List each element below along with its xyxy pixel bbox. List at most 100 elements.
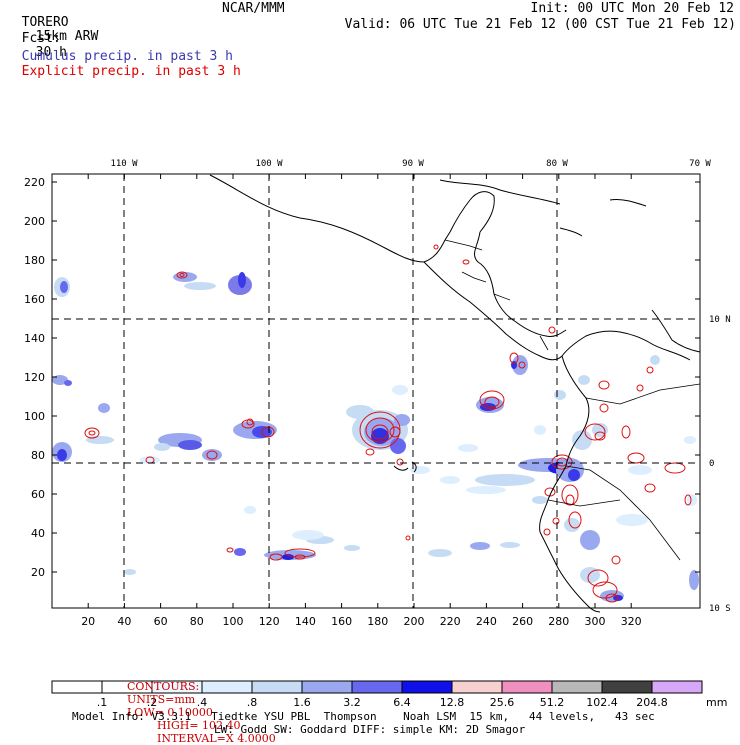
coastline-ecuador-peru: [539, 465, 601, 613]
precip-cell: [124, 569, 136, 575]
precip-cell: [60, 281, 68, 293]
x-tick-label: 160: [331, 615, 352, 628]
center-name: NCAR/MMM: [222, 1, 285, 16]
precip-cell: [628, 465, 652, 475]
precip-cell: [410, 466, 430, 474]
colorbar-swatch: [51, 680, 103, 694]
colorbar-labels: .1 .2 .4 .8 1.6 3.2 6.4 12.8 25.6 51.2 102.4 204.8 m…: [97, 696, 728, 709]
precip-cell: [568, 469, 580, 481]
precip-cell: [178, 440, 202, 450]
y-tick-label: 160: [24, 293, 45, 306]
coastline-jamaica: [559, 227, 583, 237]
explicit-precip-contours: [84, 244, 692, 603]
explicit-contour: [179, 273, 185, 277]
coastline-central-america-caribbean: [474, 231, 567, 337]
contour-info: CONTOURS: UNITS=mm LOW= 0.10000 HIGH= 10…: [120, 667, 286, 745]
precip-cell: [428, 549, 452, 557]
legend-explicit: Explicit precip. in past 3 h: [6, 51, 241, 79]
precip-cell: [173, 272, 197, 282]
explicit-contour: [371, 424, 389, 440]
y-tick-label: 220: [24, 176, 45, 189]
explicit-contour: [509, 352, 519, 364]
colorbar: [51, 680, 703, 694]
latitude-label: 10 N: [709, 315, 731, 325]
precip-cell: [440, 476, 460, 484]
explicit-contour: [479, 390, 505, 410]
explicit-contour: [646, 366, 654, 374]
y-tick-label: 40: [31, 527, 45, 540]
x-tick-label: 240: [476, 615, 497, 628]
precip-cell: [687, 494, 697, 506]
y-tick-label: 60: [31, 488, 45, 501]
x-tick-label: 40: [117, 615, 131, 628]
colorbar-tick-label: 204.8: [636, 696, 668, 709]
explicit-contour: [269, 553, 283, 561]
x-tick-label: 260: [512, 615, 533, 628]
x-tick-label: 300: [585, 615, 606, 628]
precip-cell: [534, 425, 546, 435]
contour-low: LOW= 0.10000: [127, 706, 213, 719]
precip-cell: [86, 436, 114, 444]
y-tick-label: 200: [24, 215, 45, 228]
footer-physics-info: LW: Godd SW: Goddard DIFF: simple KM: 2D…: [214, 723, 526, 736]
contour-units: UNITS=mm: [127, 693, 196, 706]
precip-cell: [238, 272, 246, 288]
colorbar-swatch: [351, 680, 403, 694]
precip-cell: [184, 282, 216, 290]
valid-time: Valid: 06 UTC Tue 21 Feb 12 (00 CST Tue …: [344, 17, 736, 32]
explicit-contour: [592, 581, 618, 599]
colorbar-tick-label: 1.6: [293, 696, 311, 709]
explicit-contour: [261, 426, 275, 438]
explicit-contour: [88, 430, 96, 436]
precip-cell: [554, 390, 566, 400]
model-resolution: 15km ARW: [35, 29, 99, 44]
colorbar-swatch: [601, 680, 653, 694]
longitude-label: 70 W: [689, 159, 711, 169]
coastline-cuba: [439, 179, 561, 205]
explicit-contour: [396, 458, 404, 466]
country-borders: [444, 239, 701, 561]
precip-cell: [346, 405, 374, 419]
precip-cell: [580, 567, 600, 583]
precip-cell: [234, 548, 246, 556]
precip-cell: [57, 449, 67, 461]
precip-cell: [684, 436, 696, 444]
contour-high: HIGH= 102.40: [157, 719, 241, 732]
colorbar-swatch: [551, 680, 603, 694]
x-tick-label: 80: [190, 615, 204, 628]
precip-cell: [140, 456, 160, 464]
coastline-colombia-north: [561, 330, 691, 361]
coastline-yucatan-east: [469, 191, 495, 233]
longitude-label: 80 W: [546, 159, 568, 169]
longitude-label: 90 W: [402, 159, 424, 169]
explicit-contour: [627, 452, 645, 464]
precip-cell: [390, 438, 406, 454]
explicit-contour: [405, 535, 411, 541]
y-tick-label: 20: [31, 566, 45, 579]
precip-cell: [512, 355, 528, 375]
y-tick-label: 180: [24, 254, 45, 267]
precip-cell: [564, 518, 580, 532]
explicit-contour: [594, 431, 606, 441]
precip-cell: [98, 403, 110, 413]
precip-cell: [458, 444, 478, 452]
contour-title: CONTOURS:: [127, 680, 200, 693]
precip-cell: [282, 554, 294, 560]
explicit-contour: [206, 450, 218, 460]
fcst-label: Fcst:: [21, 31, 61, 46]
latitude-label: 0: [709, 459, 714, 469]
right-latitude-labels: 10 N 0 10 S: [709, 315, 731, 614]
colorbar-tick-label: .2: [147, 696, 158, 709]
colorbar-unit: mm: [706, 696, 727, 709]
colorbar-tick-label: 12.8: [440, 696, 465, 709]
explicit-contour: [226, 547, 234, 553]
precip-cell: [650, 355, 660, 365]
colorbar-tick-label: 25.6: [490, 696, 515, 709]
explicit-contour: [246, 418, 254, 426]
x-tick-label: 60: [154, 615, 168, 628]
explicit-contour: [664, 462, 686, 474]
precip-cell: [616, 514, 648, 526]
y-tick-label: 140: [24, 332, 45, 345]
precip-cell: [154, 443, 170, 451]
